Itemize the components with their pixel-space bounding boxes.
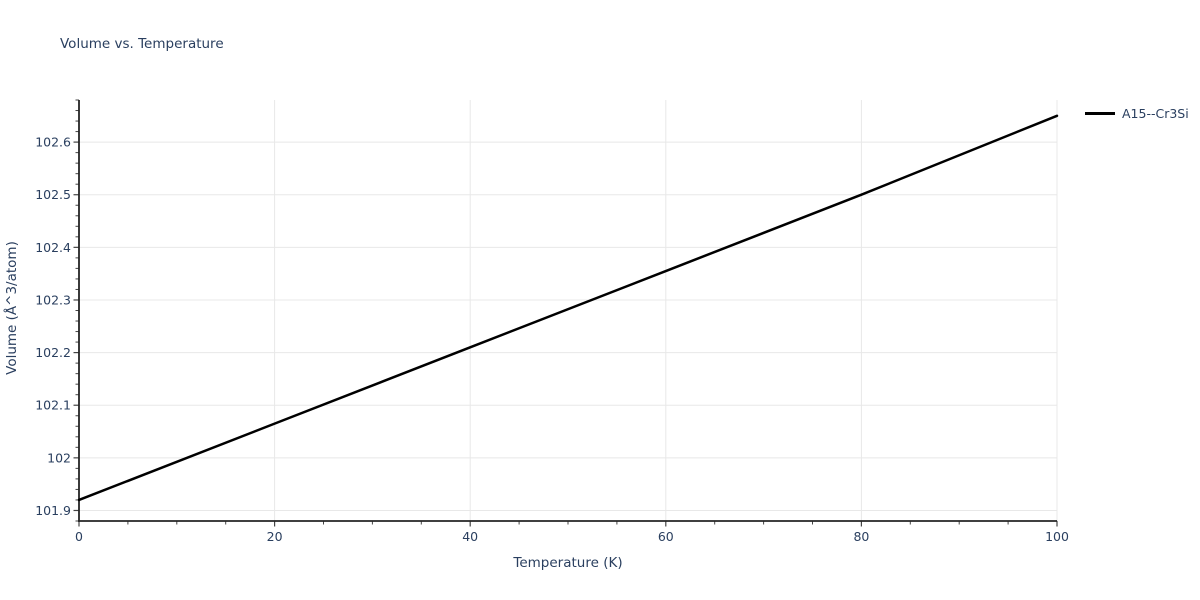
y-axis-title: Volume (Å^3/atom) <box>4 241 20 375</box>
y-tick-label: 102.3 <box>35 292 71 307</box>
x-tick-label: 40 <box>462 529 478 544</box>
y-tick-label: 102.4 <box>35 240 71 255</box>
y-tick-label: 102.6 <box>35 135 71 150</box>
legend-line-swatch <box>1085 112 1115 115</box>
y-tick-label: 101.9 <box>35 503 71 518</box>
legend-item-a15-cr3si[interactable]: A15--Cr3Si <box>1085 106 1189 121</box>
y-tick-label: 102.5 <box>35 187 71 202</box>
y-tick-label: 102 <box>47 450 71 465</box>
x-tick-label: 100 <box>1045 529 1069 544</box>
x-tick-label: 60 <box>658 529 674 544</box>
y-tick-label: 102.2 <box>35 345 71 360</box>
x-tick-label: 20 <box>267 529 283 544</box>
x-tick-label: 80 <box>853 529 869 544</box>
legend-label: A15--Cr3Si <box>1122 106 1189 121</box>
series-line-a15-cr3si <box>77 114 1059 502</box>
chart-title: Volume vs. Temperature <box>60 36 224 52</box>
x-axis-title: Temperature (K) <box>513 555 623 571</box>
x-tick-label: 0 <box>75 529 83 544</box>
y-tick-label: 102.1 <box>35 398 71 413</box>
